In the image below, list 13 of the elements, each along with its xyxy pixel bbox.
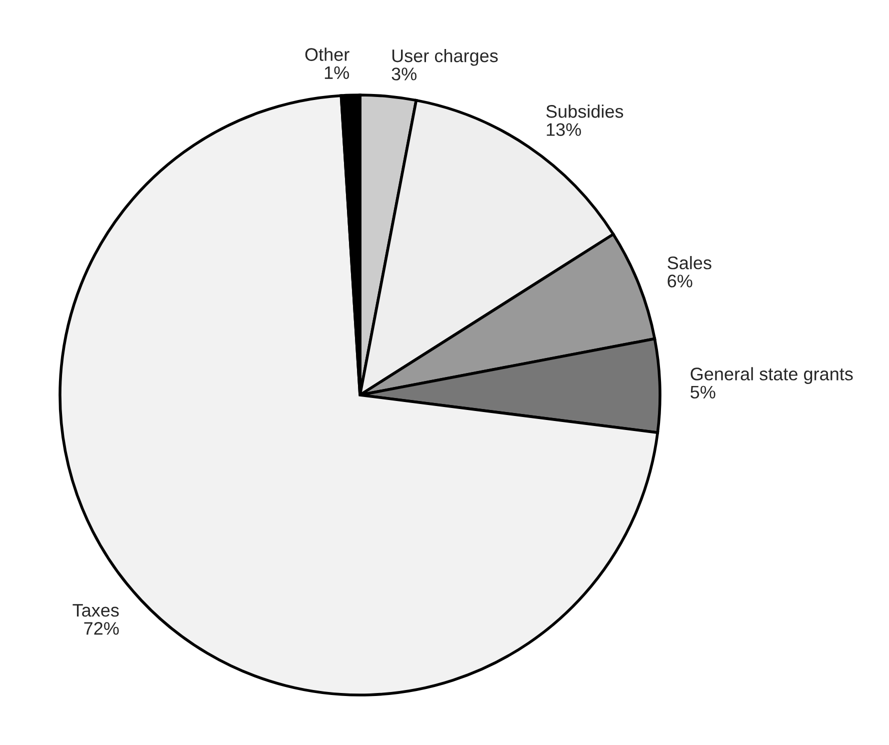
data-label: 1%: [324, 66, 349, 80]
data-label: 5%: [690, 386, 716, 399]
data-label: 3%: [392, 68, 417, 80]
slice-label: General state grants: [690, 367, 853, 384]
data-label: 13%: [546, 123, 581, 136]
pie-slice: [58, 94, 660, 696]
slice-label: Subsidies: [546, 104, 624, 118]
data-label: 6%: [668, 274, 692, 288]
slice-label: Other: [305, 48, 350, 61]
slice-label: Sales: [668, 256, 712, 270]
slice-label: User charges: [392, 48, 498, 66]
slice-label: Taxes: [72, 604, 119, 617]
data-label: 72%: [84, 622, 119, 635]
